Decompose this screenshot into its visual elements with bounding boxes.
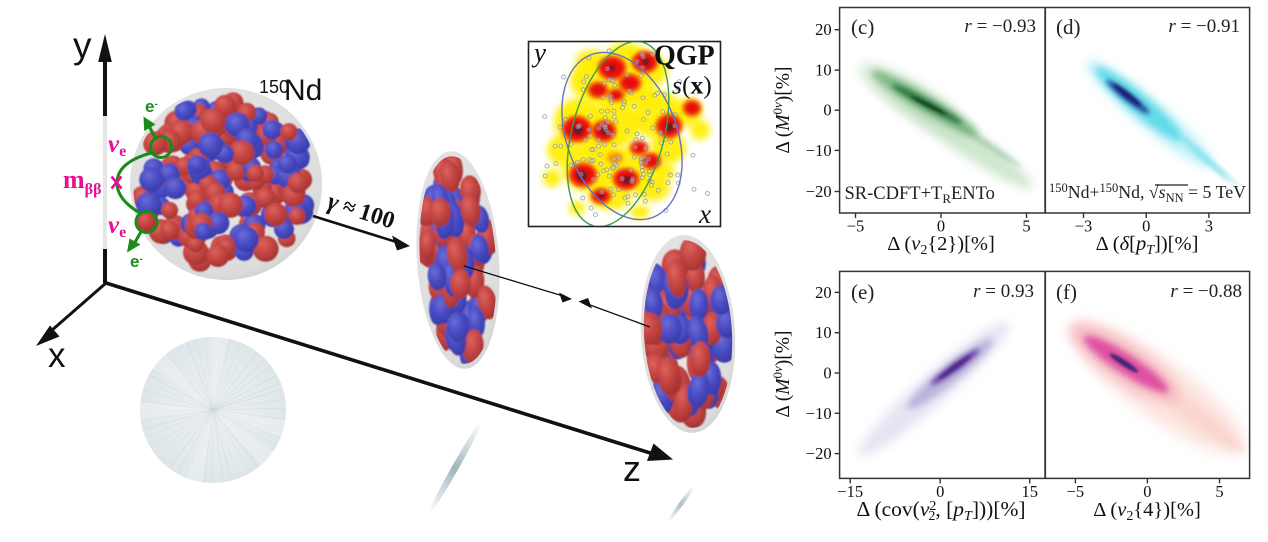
svg-text:z: z bbox=[623, 448, 641, 489]
svg-text:5: 5 bbox=[1022, 217, 1030, 236]
svg-text:150: 150 bbox=[259, 77, 289, 97]
svg-text:−15: −15 bbox=[837, 482, 863, 501]
svg-text:(e): (e) bbox=[851, 280, 874, 304]
svg-text:r = −0.88: r = −0.88 bbox=[1170, 281, 1242, 302]
svg-text:SR-CDFT+TRENTo: SR-CDFT+TRENTo bbox=[845, 184, 995, 206]
svg-text:−10: −10 bbox=[806, 141, 832, 160]
svg-text:y: y bbox=[531, 38, 546, 68]
svg-text:150Nd+150Nd, √sNN = 5 TeV: 150Nd+150Nd, √sNN = 5 TeV bbox=[1049, 181, 1246, 205]
svg-text:−3: −3 bbox=[1075, 217, 1093, 236]
svg-text:Δ (v2{2})[%]: Δ (v2{2})[%] bbox=[887, 233, 995, 258]
svg-text:−5: −5 bbox=[1067, 482, 1085, 501]
svg-text:mββ: mββ bbox=[63, 165, 102, 198]
svg-text:−10: −10 bbox=[806, 404, 832, 423]
svg-text:−20: −20 bbox=[806, 182, 832, 201]
svg-text:0: 0 bbox=[937, 217, 945, 236]
svg-text:r = −0.93: r = −0.93 bbox=[964, 16, 1036, 37]
svg-text:r = 0.93: r = 0.93 bbox=[973, 281, 1034, 302]
svg-text:20: 20 bbox=[815, 283, 832, 302]
svg-text:r = −0.91: r = −0.91 bbox=[1168, 16, 1240, 37]
svg-text:x: x bbox=[698, 199, 711, 229]
svg-text:20: 20 bbox=[815, 20, 832, 39]
svg-text:10: 10 bbox=[815, 323, 832, 342]
svg-text:Δ (cov(v22, [pT]))[%]: Δ (cov(v2 2, [pT]))[%] bbox=[856, 497, 1025, 524]
svg-text:(d): (d) bbox=[1056, 15, 1081, 39]
svg-text:5: 5 bbox=[1215, 482, 1223, 501]
svg-text:10: 10 bbox=[815, 61, 832, 80]
svg-text:0: 0 bbox=[936, 482, 944, 501]
svg-text:s(x): s(x) bbox=[672, 71, 712, 100]
svg-text:0: 0 bbox=[823, 364, 831, 383]
svg-text:0: 0 bbox=[1143, 482, 1151, 501]
svg-text:Δ (v2{4})[%]: Δ (v2{4})[%] bbox=[1093, 499, 1201, 524]
svg-text:QGP: QGP bbox=[654, 41, 715, 72]
svg-text:0: 0 bbox=[1142, 217, 1150, 236]
svg-text:15: 15 bbox=[1021, 482, 1038, 501]
svg-text:y: y bbox=[73, 25, 92, 66]
svg-text:−5: −5 bbox=[847, 217, 865, 236]
svg-text:(f): (f) bbox=[1056, 280, 1077, 304]
svg-text:0: 0 bbox=[823, 101, 831, 120]
svg-text:3: 3 bbox=[1205, 217, 1213, 236]
svg-text:(c): (c) bbox=[851, 15, 874, 39]
svg-text:x: x bbox=[48, 336, 66, 375]
svg-text:Nd: Nd bbox=[284, 74, 322, 107]
svg-text:−20: −20 bbox=[806, 444, 832, 463]
